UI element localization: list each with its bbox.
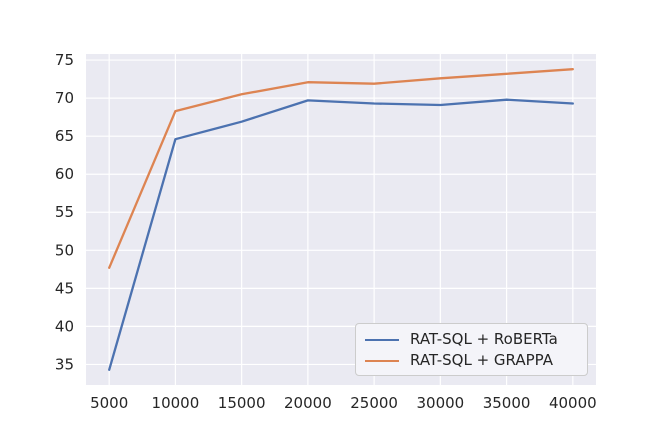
y-tick-label: 65: [55, 127, 74, 145]
legend: RAT-SQL + RoBERTa RAT-SQL + GRAPPA: [355, 323, 588, 376]
y-tick-label: 40: [55, 317, 74, 335]
series-line-rat-sql-roberta: [108, 98, 574, 371]
legend-line-swatch-grappa-icon: [365, 359, 399, 362]
x-tick-label: 35000: [483, 394, 531, 412]
y-tick-label: 50: [55, 241, 74, 259]
legend-label-rat-sql-grappa: RAT-SQL + GRAPPA: [410, 351, 553, 369]
series-lines: [108, 68, 574, 371]
x-tick-label: 20000: [284, 394, 332, 412]
legend-label-rat-sql-roberta: RAT-SQL + RoBERTa: [410, 330, 558, 348]
x-tick-label: 10000: [152, 394, 200, 412]
legend-item-rat-sql-roberta: RAT-SQL + RoBERTa: [365, 329, 578, 350]
x-tick-label: 25000: [350, 394, 398, 412]
legend-item-rat-sql-grappa: RAT-SQL + GRAPPA: [365, 350, 578, 371]
y-tick-label: 55: [55, 203, 74, 221]
series-line-rat-sql-grappa: [108, 68, 574, 269]
x-tick-label: 5000: [90, 394, 128, 412]
y-axis-tick-labels: 35 40 45 50 55 60 65 70 75: [55, 51, 74, 373]
x-tick-label: 15000: [218, 394, 266, 412]
x-tick-label: 30000: [416, 394, 464, 412]
y-tick-label: 75: [55, 51, 74, 69]
legend-line-swatch-roberta-icon: [365, 338, 399, 341]
y-tick-label: 60: [55, 165, 74, 183]
x-tick-label: 40000: [549, 394, 597, 412]
x-axis-tick-labels: 5000 10000 15000 20000 25000 30000 35000 40000: [90, 394, 597, 412]
y-tick-label: 70: [55, 89, 74, 107]
y-tick-label: 35: [55, 355, 74, 373]
y-tick-label: 45: [55, 279, 74, 297]
